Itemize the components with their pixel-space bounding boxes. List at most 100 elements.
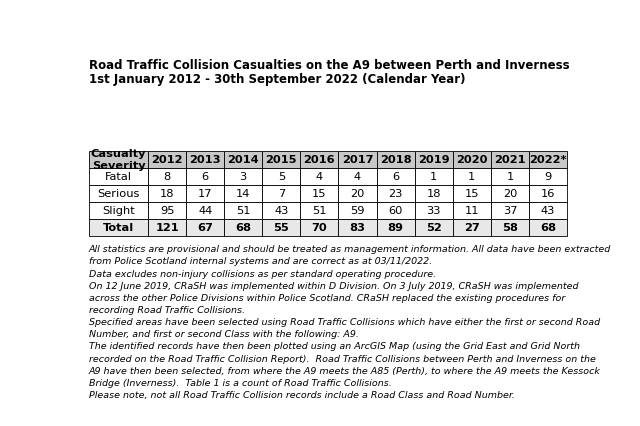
Bar	[224, 168, 262, 185]
Bar	[491, 168, 529, 185]
Text: 43: 43	[274, 206, 289, 216]
Bar	[415, 219, 452, 236]
Text: Serious: Serious	[97, 189, 140, 199]
Text: 2013: 2013	[189, 155, 221, 165]
Bar	[376, 151, 415, 168]
Bar	[300, 151, 339, 168]
Bar	[148, 185, 186, 202]
Bar	[224, 219, 262, 236]
Text: 4: 4	[316, 172, 323, 182]
Text: 1: 1	[506, 172, 513, 182]
Text: 18: 18	[160, 189, 174, 199]
Bar	[186, 219, 224, 236]
Text: 2012: 2012	[151, 155, 183, 165]
Text: 8: 8	[163, 172, 171, 182]
Text: 5: 5	[278, 172, 285, 182]
Bar	[491, 202, 529, 219]
Bar	[148, 202, 186, 219]
Text: 20: 20	[350, 189, 365, 199]
Text: 9: 9	[545, 172, 552, 182]
Bar	[491, 151, 529, 168]
Text: 43: 43	[541, 206, 556, 216]
Text: 18: 18	[426, 189, 441, 199]
Text: 1: 1	[430, 172, 437, 182]
Text: 20: 20	[503, 189, 517, 199]
Bar	[415, 168, 452, 185]
Text: 95: 95	[160, 206, 174, 216]
Text: 4: 4	[354, 172, 361, 182]
Bar	[186, 151, 224, 168]
Text: 2021: 2021	[494, 155, 525, 165]
Text: 3: 3	[239, 172, 247, 182]
Text: 60: 60	[388, 206, 403, 216]
Bar	[529, 168, 567, 185]
Text: 2020: 2020	[456, 155, 488, 165]
Bar	[186, 168, 224, 185]
Bar	[491, 219, 529, 236]
Text: 15: 15	[312, 189, 326, 199]
Bar	[148, 219, 186, 236]
Text: 44: 44	[198, 206, 212, 216]
Bar	[529, 185, 567, 202]
Bar	[262, 168, 300, 185]
Bar	[262, 202, 300, 219]
Bar	[529, 219, 567, 236]
Text: 2018: 2018	[380, 155, 412, 165]
Text: 17: 17	[198, 189, 212, 199]
Text: 51: 51	[312, 206, 326, 216]
Text: 2015: 2015	[266, 155, 297, 165]
Text: 16: 16	[541, 189, 556, 199]
Bar	[339, 151, 376, 168]
Bar	[339, 219, 376, 236]
Text: 58: 58	[502, 223, 518, 233]
Bar	[491, 185, 529, 202]
Bar	[376, 185, 415, 202]
Text: 59: 59	[350, 206, 365, 216]
Text: 6: 6	[202, 172, 209, 182]
Text: Total: Total	[103, 223, 134, 233]
Text: 14: 14	[236, 189, 250, 199]
Text: 83: 83	[349, 223, 365, 233]
Bar	[186, 185, 224, 202]
Bar	[415, 151, 452, 168]
Bar	[89, 185, 148, 202]
Bar	[415, 202, 452, 219]
Bar	[339, 168, 376, 185]
Text: 2017: 2017	[342, 155, 373, 165]
Bar	[300, 168, 339, 185]
Bar	[186, 202, 224, 219]
Text: 70: 70	[312, 223, 327, 233]
Text: 11: 11	[465, 206, 479, 216]
Text: 15: 15	[465, 189, 479, 199]
Text: 68: 68	[236, 223, 252, 233]
Bar	[452, 219, 491, 236]
Bar	[262, 185, 300, 202]
Text: 68: 68	[540, 223, 556, 233]
Text: 7: 7	[278, 189, 285, 199]
Text: Casualty
Severity: Casualty Severity	[91, 149, 146, 170]
Text: 67: 67	[197, 223, 213, 233]
Text: 37: 37	[502, 206, 517, 216]
Text: 1: 1	[468, 172, 476, 182]
Bar	[339, 185, 376, 202]
Text: 121: 121	[156, 223, 179, 233]
Bar	[452, 185, 491, 202]
Bar	[452, 151, 491, 168]
Text: 51: 51	[236, 206, 250, 216]
Text: 2019: 2019	[418, 155, 449, 165]
Bar	[148, 151, 186, 168]
Text: All statistics are provisional and should be treated as management information. : All statistics are provisional and shoul…	[89, 245, 611, 399]
Bar	[376, 168, 415, 185]
Bar	[300, 202, 339, 219]
Bar	[89, 151, 148, 168]
Text: Road Traffic Collision Casualties on the A9 between Perth and Inverness: Road Traffic Collision Casualties on the…	[89, 59, 570, 72]
Bar	[262, 219, 300, 236]
Bar	[529, 202, 567, 219]
Text: 52: 52	[426, 223, 442, 233]
Bar	[300, 185, 339, 202]
Text: Slight: Slight	[102, 206, 135, 216]
Text: 55: 55	[273, 223, 289, 233]
Bar	[452, 202, 491, 219]
Text: 89: 89	[388, 223, 404, 233]
Bar	[415, 185, 452, 202]
